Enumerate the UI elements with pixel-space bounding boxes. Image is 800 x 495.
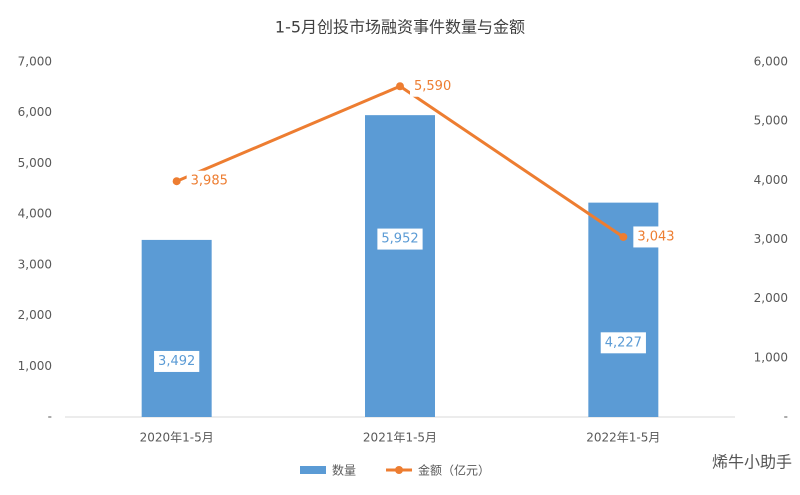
y2-tick-label: 5,000: [754, 114, 788, 128]
line-point: [396, 82, 404, 91]
legend-swatch: [395, 466, 404, 474]
data-label-box: [410, 75, 456, 97]
y2-tick-label: 1,000: [754, 350, 788, 364]
y-tick-label: -: [48, 410, 52, 424]
data-label: 3,492: [158, 354, 195, 369]
data-label: 4,227: [605, 335, 642, 350]
legend-label: 金额（亿元）: [418, 463, 490, 478]
x-tick-label: 2021年1-5月: [363, 431, 437, 445]
chart-title: 1-5月创投市场融资事件数量与金额: [275, 18, 525, 37]
x-tick-label: 2020年1-5月: [140, 431, 214, 445]
line-point: [172, 177, 181, 186]
data-label-box: [600, 332, 646, 354]
bar: [365, 115, 435, 418]
data-label: 5,952: [381, 232, 418, 247]
y-tick-label: 1,000: [18, 359, 52, 373]
bar: [141, 239, 212, 417]
data-label-box: [154, 350, 200, 372]
y2-tick-label: 2,000: [754, 291, 788, 305]
x-tick-label: 2022年1-5月: [586, 431, 660, 445]
y-tick-label: 2,000: [18, 308, 52, 322]
y-tick-label: 3,000: [18, 257, 52, 271]
data-label: 5,590: [414, 79, 451, 94]
legend-swatch: [300, 466, 326, 474]
y-tick-label: 7,000: [18, 55, 52, 69]
y2-tick-label: 3,000: [754, 232, 788, 246]
line-point: [619, 232, 628, 241]
data-label-box: [633, 226, 679, 248]
y-tick-label: 5,000: [18, 156, 52, 170]
y-tick-label: 6,000: [18, 105, 52, 119]
data-label-box: [377, 228, 423, 250]
data-label: 3,985: [191, 174, 228, 189]
legend-label: 数量: [332, 463, 356, 478]
data-label-box: [186, 170, 232, 192]
y2-tick-label: 4,000: [754, 173, 788, 187]
watermark: 烯牛小助手: [712, 453, 792, 472]
y2-tick-label: -: [784, 410, 788, 424]
data-label: 3,043: [637, 229, 674, 244]
y-tick-label: 4,000: [18, 207, 52, 221]
y2-tick-label: 6,000: [754, 55, 788, 69]
